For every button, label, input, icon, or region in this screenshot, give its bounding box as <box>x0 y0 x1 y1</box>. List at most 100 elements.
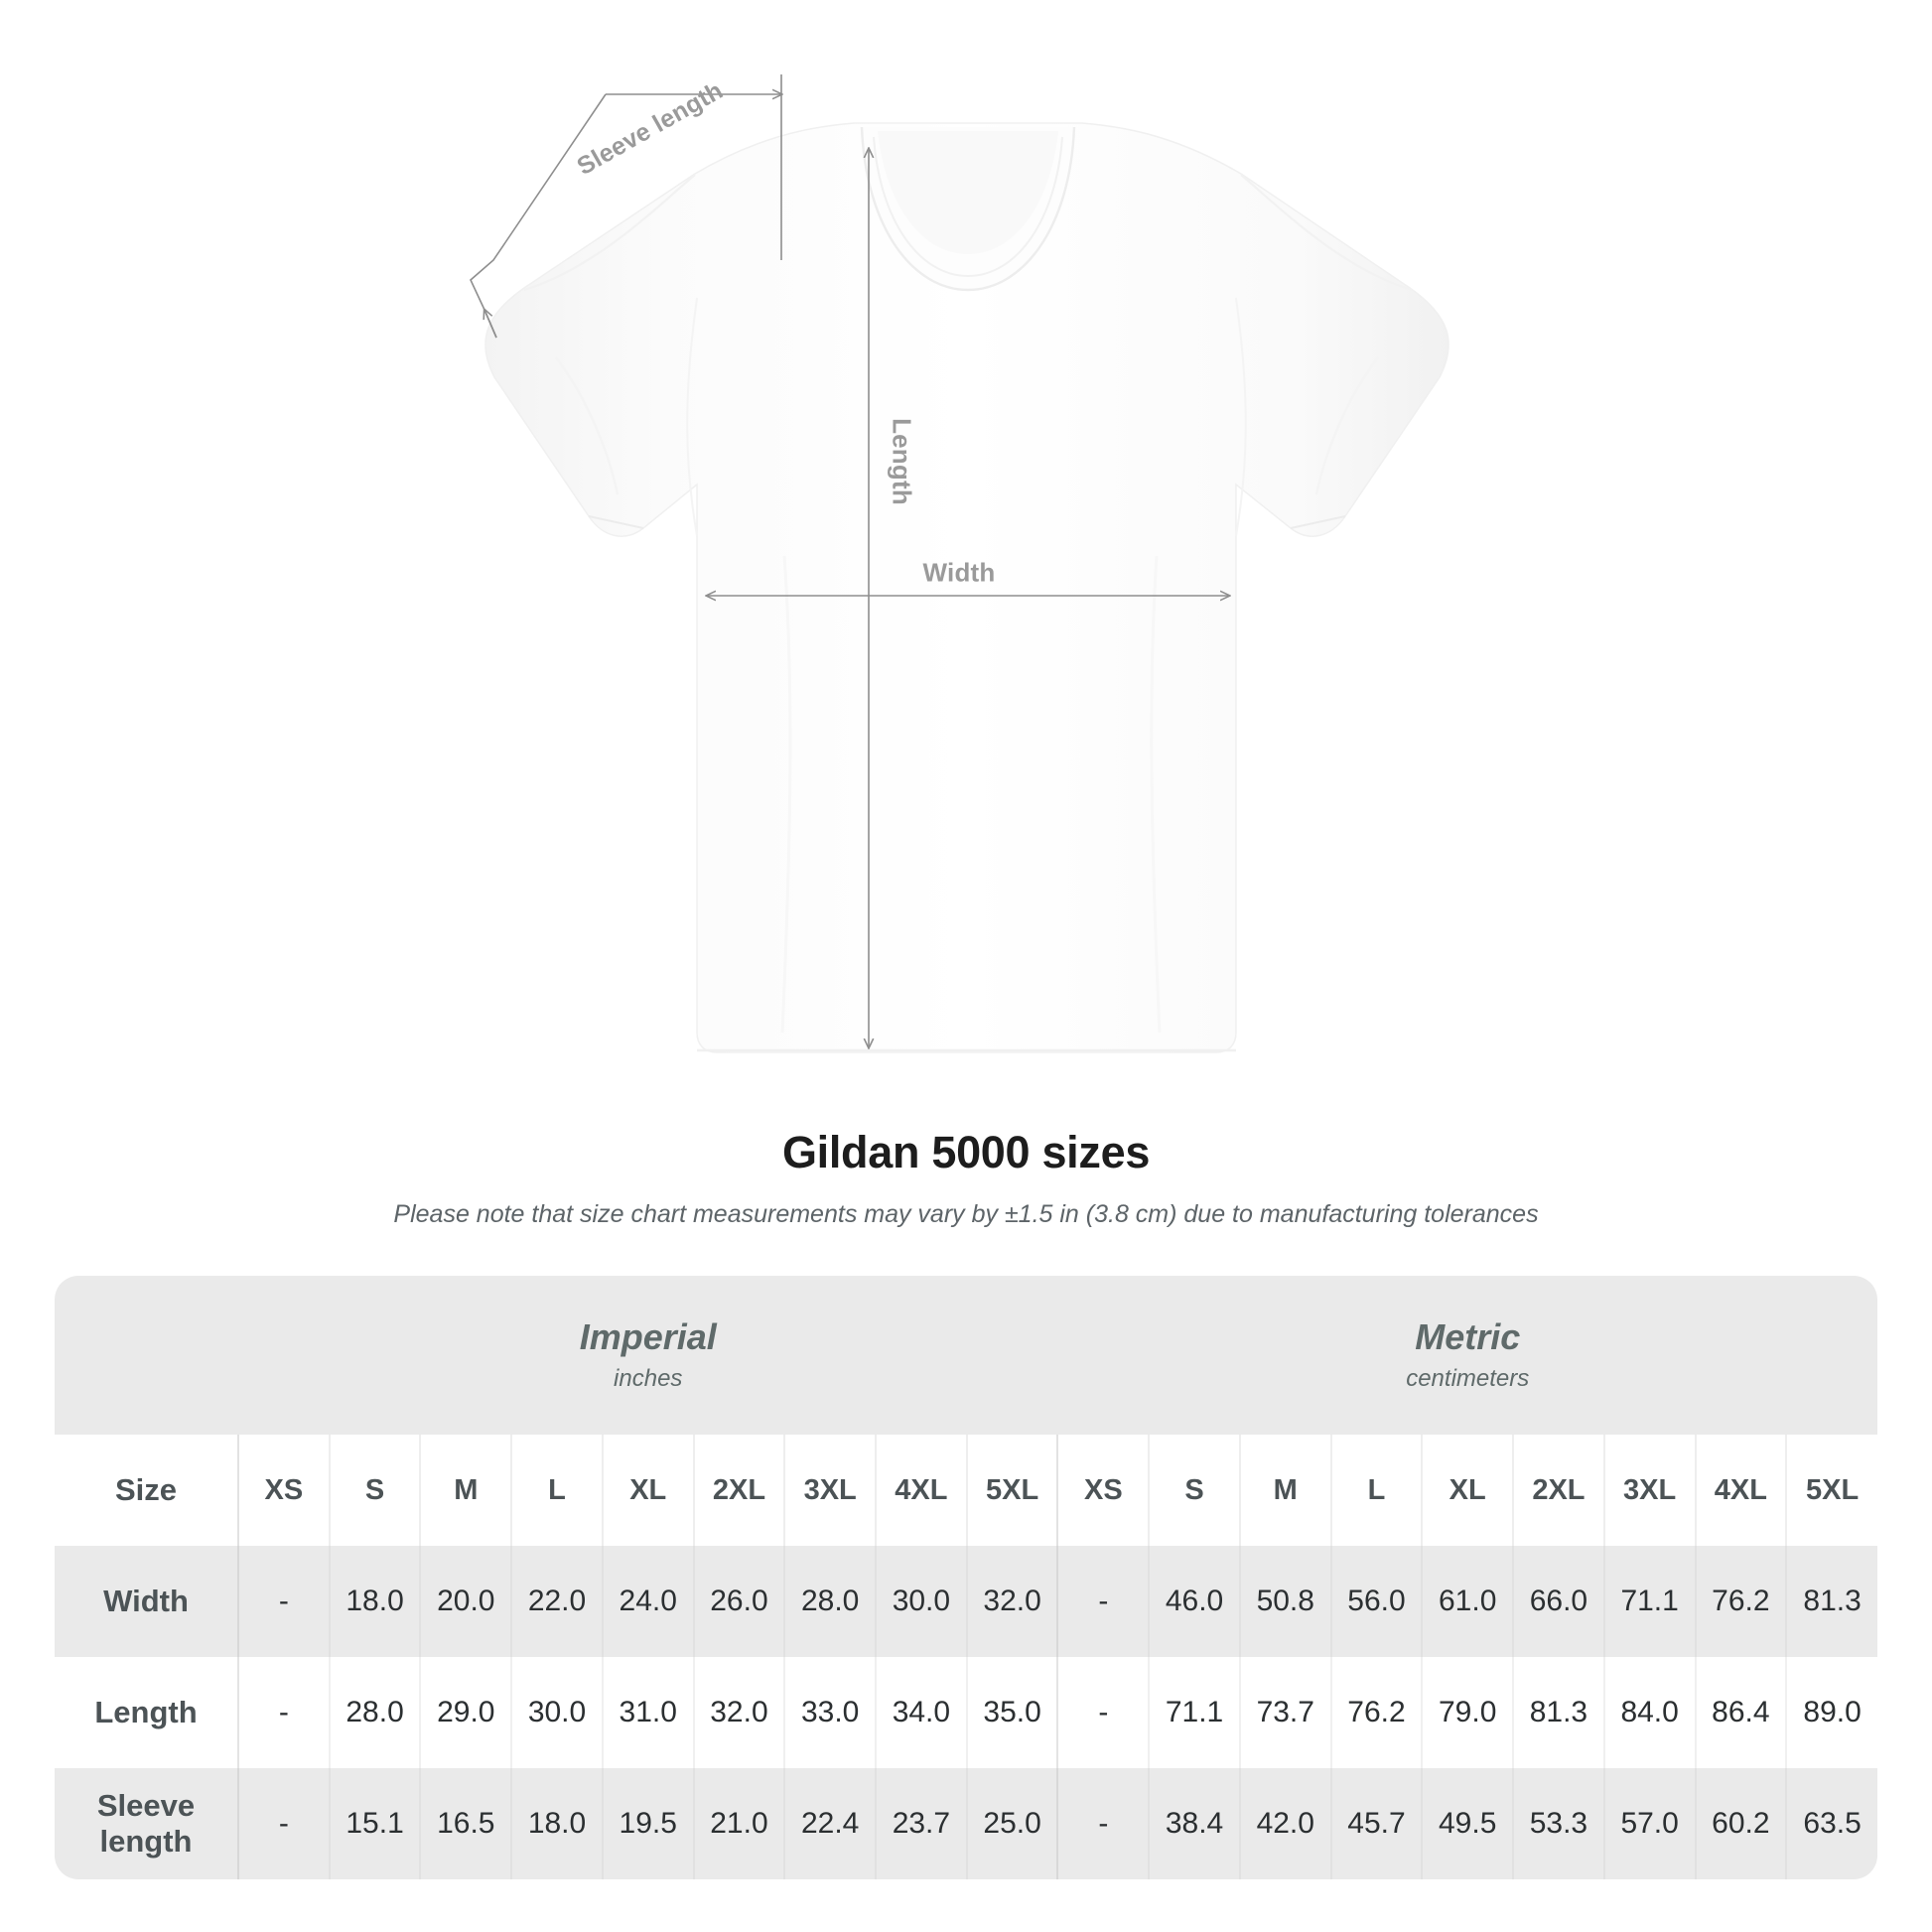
cell-width-imperial-4xl: 30.0 <box>875 1546 967 1657</box>
cell-length-metric-s: 71.1 <box>1148 1657 1240 1768</box>
cell-length-imperial-5xl: 35.0 <box>965 1657 1058 1768</box>
unit-subtitle: centimeters <box>1406 1364 1530 1392</box>
cell-sleeve-length-metric-xl: 49.5 <box>1421 1768 1514 1879</box>
table-row: Length -28.0 29.0 30.0 31.0 32.0 33.0 34.0 35.0-… <box>55 1657 1877 1768</box>
row-header-width: Width <box>55 1546 238 1657</box>
cell-length-imperial-3xl: 33.0 <box>783 1657 877 1768</box>
cell-length-imperial-m: 29.0 <box>419 1657 512 1768</box>
size-column-header: Size <box>55 1435 238 1546</box>
measurement-annotations <box>470 74 1229 1047</box>
shirt-body-shape <box>484 122 1449 1053</box>
cell-length-imperial-l: 30.0 <box>510 1657 603 1768</box>
cell-length-metric-2xl: 81.3 <box>1512 1657 1604 1768</box>
cell-width-metric-4xl: 76.2 <box>1694 1546 1787 1657</box>
cell-sleeve-length-metric-5xl: 63.5 <box>1785 1768 1877 1879</box>
cell-width-imperial-2xl: 26.0 <box>692 1546 785 1657</box>
cell-width-metric-m: 50.8 <box>1238 1546 1331 1657</box>
cell-sleeve-length-metric-2xl: 53.3 <box>1512 1768 1604 1879</box>
sleeve-length-arrow-left <box>484 310 497 339</box>
cell-sleeve-length-imperial-l: 18.0 <box>510 1768 603 1879</box>
size-header-metric-s: S <box>1148 1435 1240 1546</box>
unit-header-row: Imperial inches Metric centimeters <box>55 1276 1877 1435</box>
size-header-imperial-2xl: 2XL <box>692 1435 785 1546</box>
unit-name: Metric <box>1415 1316 1521 1358</box>
size-header-imperial-m: M <box>419 1435 512 1546</box>
cell-length-metric-m: 73.7 <box>1238 1657 1331 1768</box>
size-header-imperial-3xl: 3XL <box>783 1435 877 1546</box>
size-header-imperial-4xl: 4XL <box>875 1435 967 1546</box>
size-header-metric-m: M <box>1238 1435 1331 1546</box>
tshirt-measurement-diagram: Sleeve length Length Width <box>470 74 1449 1053</box>
size-chart-table-container: Imperial inches Metric centimeters Size XS S M L… <box>55 1276 1877 1879</box>
cell-sleeve-length-imperial-xl: 19.5 <box>601 1768 694 1879</box>
unit-header-metric: Metric centimeters <box>1057 1276 1877 1435</box>
cell-length-metric-3xl: 84.0 <box>1602 1657 1696 1768</box>
cell-length-metric-l: 76.2 <box>1329 1657 1423 1768</box>
cell-sleeve-length-metric-3xl: 57.0 <box>1602 1768 1696 1879</box>
cell-sleeve-length-imperial-xs: - <box>237 1768 330 1879</box>
cell-length-metric-xs: - <box>1056 1657 1150 1768</box>
cell-width-metric-xl: 61.0 <box>1421 1546 1514 1657</box>
chart-title-block: Gildan 5000 sizes Please note that size … <box>0 1127 1932 1229</box>
tolerance-note: Please note that size chart measurements… <box>393 1200 1539 1228</box>
size-header-imperial-xl: XL <box>601 1435 694 1546</box>
cell-width-metric-3xl: 71.1 <box>1602 1546 1696 1657</box>
size-header-imperial-l: L <box>510 1435 603 1546</box>
size-header-metric-5xl: 5XL <box>1785 1435 1877 1546</box>
cell-length-metric-5xl: 89.0 <box>1785 1657 1877 1768</box>
cell-sleeve-length-imperial-s: 15.1 <box>328 1768 421 1879</box>
cell-length-imperial-2xl: 32.0 <box>692 1657 785 1768</box>
cell-width-metric-5xl: 81.3 <box>1785 1546 1877 1657</box>
length-label: Length <box>887 418 917 505</box>
cell-width-imperial-xl: 24.0 <box>601 1546 694 1657</box>
cell-sleeve-length-metric-4xl: 60.2 <box>1694 1768 1787 1879</box>
cell-length-metric-4xl: 86.4 <box>1694 1657 1787 1768</box>
unit-subtitle: inches <box>614 1364 683 1392</box>
row-header-length: Length <box>55 1657 238 1768</box>
size-header-imperial-xs: XS <box>237 1435 330 1546</box>
cell-sleeve-length-metric-xs: - <box>1056 1768 1150 1879</box>
width-label: Width <box>922 557 996 588</box>
cell-width-imperial-m: 20.0 <box>419 1546 512 1657</box>
cell-sleeve-length-metric-l: 45.7 <box>1329 1768 1423 1879</box>
cell-length-metric-xl: 79.0 <box>1421 1657 1514 1768</box>
size-header-row: Size XS S M L XL 2XL 3XL 4XL 5XL XS S M L XL 2XL 3XL 4XL 5… <box>55 1435 1877 1546</box>
unit-header-spacer <box>55 1276 238 1435</box>
cell-width-metric-s: 46.0 <box>1148 1546 1240 1657</box>
cell-width-metric-xs: - <box>1056 1546 1150 1657</box>
size-chart-table: Imperial inches Metric centimeters Size XS S M L… <box>55 1276 1877 1879</box>
cell-width-imperial-5xl: 32.0 <box>965 1546 1058 1657</box>
cell-sleeve-length-metric-s: 38.4 <box>1148 1768 1240 1879</box>
cell-sleeve-length-metric-m: 42.0 <box>1238 1768 1331 1879</box>
cell-sleeve-length-imperial-5xl: 25.0 <box>965 1768 1058 1879</box>
table-row: Width -18.0 20.0 22.0 24.0 26.0 28.0 30.0 32.0-4… <box>55 1546 1877 1657</box>
unit-header-imperial: Imperial inches <box>238 1276 1058 1435</box>
row-header-sleeve-length: Sleeve length <box>55 1768 238 1879</box>
tshirt-illustration <box>470 74 1449 1053</box>
size-header-imperial-5xl: 5XL <box>965 1435 1058 1546</box>
cell-width-metric-l: 56.0 <box>1329 1546 1423 1657</box>
cell-width-imperial-3xl: 28.0 <box>783 1546 877 1657</box>
table-row: Sleeve length -15.1 16.5 18.0 19.5 21.0 22.4 23… <box>55 1768 1877 1879</box>
cell-length-imperial-xl: 31.0 <box>601 1657 694 1768</box>
cell-width-imperial-xs: - <box>237 1546 330 1657</box>
size-header-imperial-s: S <box>328 1435 421 1546</box>
unit-name: Imperial <box>579 1316 717 1358</box>
size-header-metric-2xl: 2XL <box>1512 1435 1604 1546</box>
cell-width-metric-2xl: 66.0 <box>1512 1546 1604 1657</box>
cell-sleeve-length-imperial-m: 16.5 <box>419 1768 512 1879</box>
size-header-metric-4xl: 4XL <box>1694 1435 1787 1546</box>
cell-sleeve-length-imperial-2xl: 21.0 <box>692 1768 785 1879</box>
cell-width-imperial-l: 22.0 <box>510 1546 603 1657</box>
cell-sleeve-length-imperial-3xl: 22.4 <box>783 1768 877 1879</box>
size-header-metric-xs: XS <box>1056 1435 1150 1546</box>
size-header-metric-l: L <box>1329 1435 1423 1546</box>
size-header-metric-xl: XL <box>1421 1435 1514 1546</box>
size-header-metric-3xl: 3XL <box>1602 1435 1696 1546</box>
cell-length-imperial-4xl: 34.0 <box>875 1657 967 1768</box>
cell-width-imperial-s: 18.0 <box>328 1546 421 1657</box>
cell-length-imperial-xs: - <box>237 1657 330 1768</box>
page-title: Gildan 5000 sizes <box>781 1127 1151 1177</box>
cell-length-imperial-s: 28.0 <box>328 1657 421 1768</box>
cell-sleeve-length-imperial-4xl: 23.7 <box>875 1768 967 1879</box>
